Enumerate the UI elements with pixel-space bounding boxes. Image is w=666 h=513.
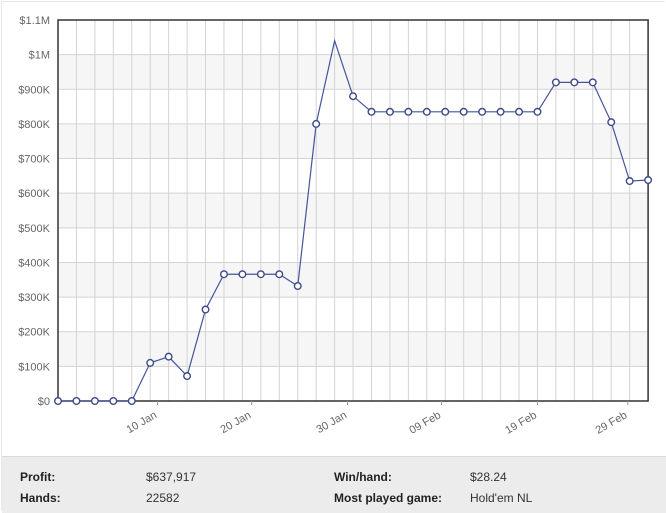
svg-text:$1M: $1M xyxy=(29,50,50,62)
svg-text:$800K: $800K xyxy=(18,119,50,131)
svg-text:$600K: $600K xyxy=(18,188,50,200)
svg-text:$0: $0 xyxy=(38,396,50,408)
svg-text:$400K: $400K xyxy=(18,257,50,269)
svg-text:$700K: $700K xyxy=(18,154,50,166)
svg-text:$100K: $100K xyxy=(18,361,50,373)
svg-text:$200K: $200K xyxy=(18,327,50,339)
svg-text:$1.1M: $1.1M xyxy=(19,15,50,27)
svg-text:$900K: $900K xyxy=(18,84,50,96)
svg-text:$300K: $300K xyxy=(18,292,50,304)
svg-text:$500K: $500K xyxy=(18,223,50,235)
